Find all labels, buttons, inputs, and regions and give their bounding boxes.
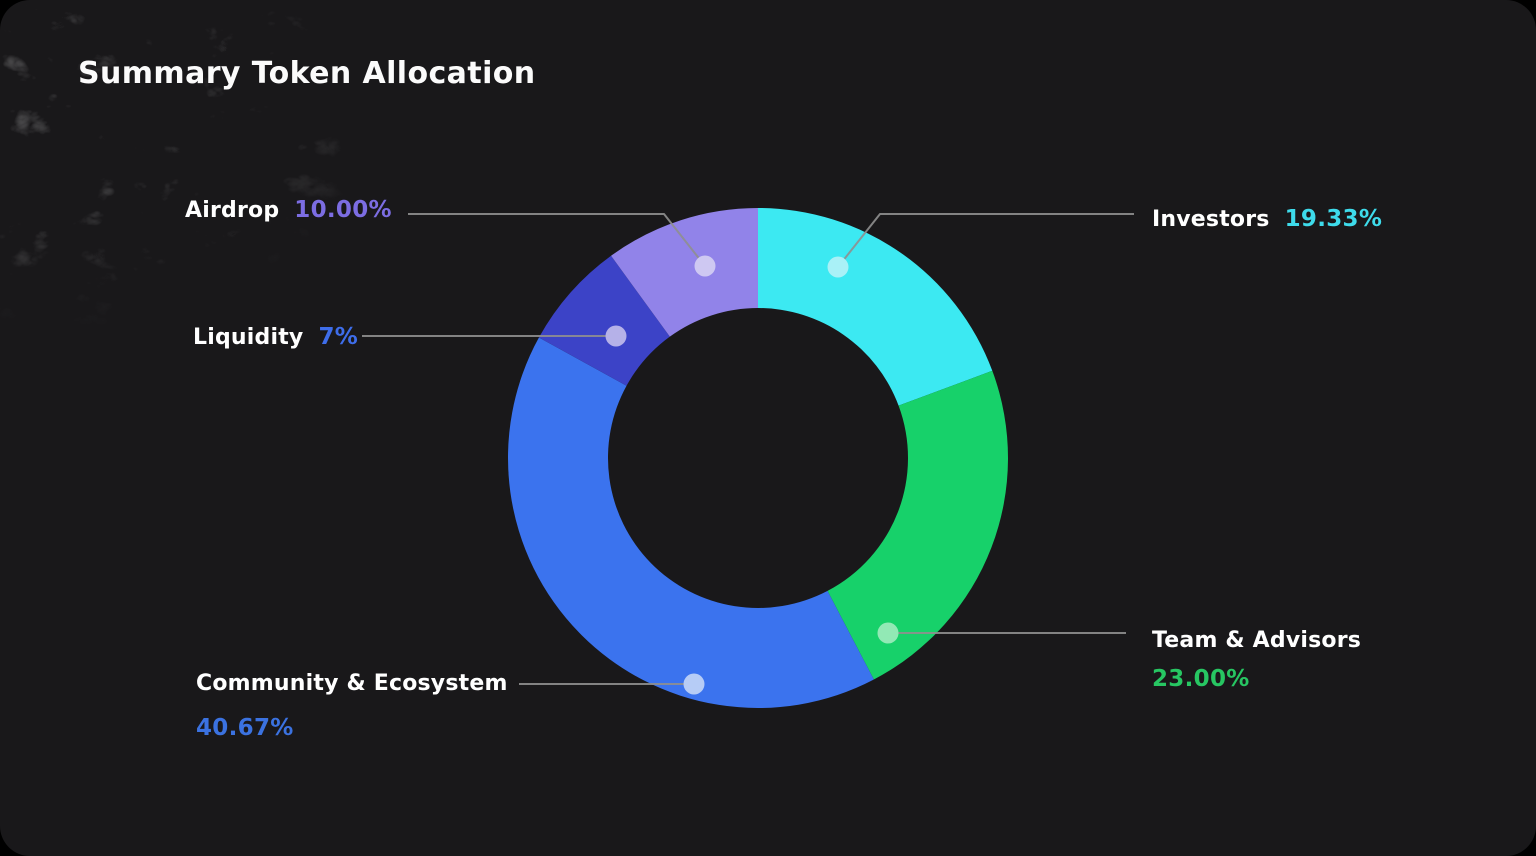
marker-dot-liquidity [605, 325, 627, 347]
callout-airdrop: Airdrop 10.00% [185, 197, 392, 224]
team-advisors-value: 23.00% [1152, 666, 1250, 692]
donut-segment-community-ecosystem [508, 337, 874, 708]
callout-investors: Investors 19.33% [1152, 206, 1382, 233]
page-title: Summary Token Allocation [78, 56, 536, 91]
donut-segment-team-advisors [827, 370, 1008, 680]
marker-dot-community-ecosystem [683, 673, 705, 695]
airdrop-value: 10.00% [294, 197, 392, 223]
callout-liquidity: Liquidity 7% [193, 324, 358, 351]
marker-dot-airdrop [694, 255, 716, 277]
airdrop-label: Airdrop [185, 198, 280, 223]
liquidity-label: Liquidity [193, 325, 304, 350]
callout-team-advisors: Team & Advisors 23.00% [1152, 628, 1361, 692]
community-ecosystem-value: 40.67% [196, 715, 294, 741]
callout-community-ecosystem: Community & Ecosystem 40.67% [196, 671, 508, 741]
leader-line-investors [837, 213, 1134, 268]
team-advisors-label: Team & Advisors [1152, 628, 1362, 653]
investors-value: 19.33% [1284, 206, 1383, 232]
community-ecosystem-label: Community & Ecosystem [196, 671, 508, 696]
marker-dot-investors [827, 256, 849, 278]
donut-segment-investors [758, 208, 993, 406]
investors-label: Investors [1152, 207, 1270, 232]
liquidity-value: 7% [318, 324, 359, 350]
marker-dot-team-advisors [877, 622, 899, 644]
